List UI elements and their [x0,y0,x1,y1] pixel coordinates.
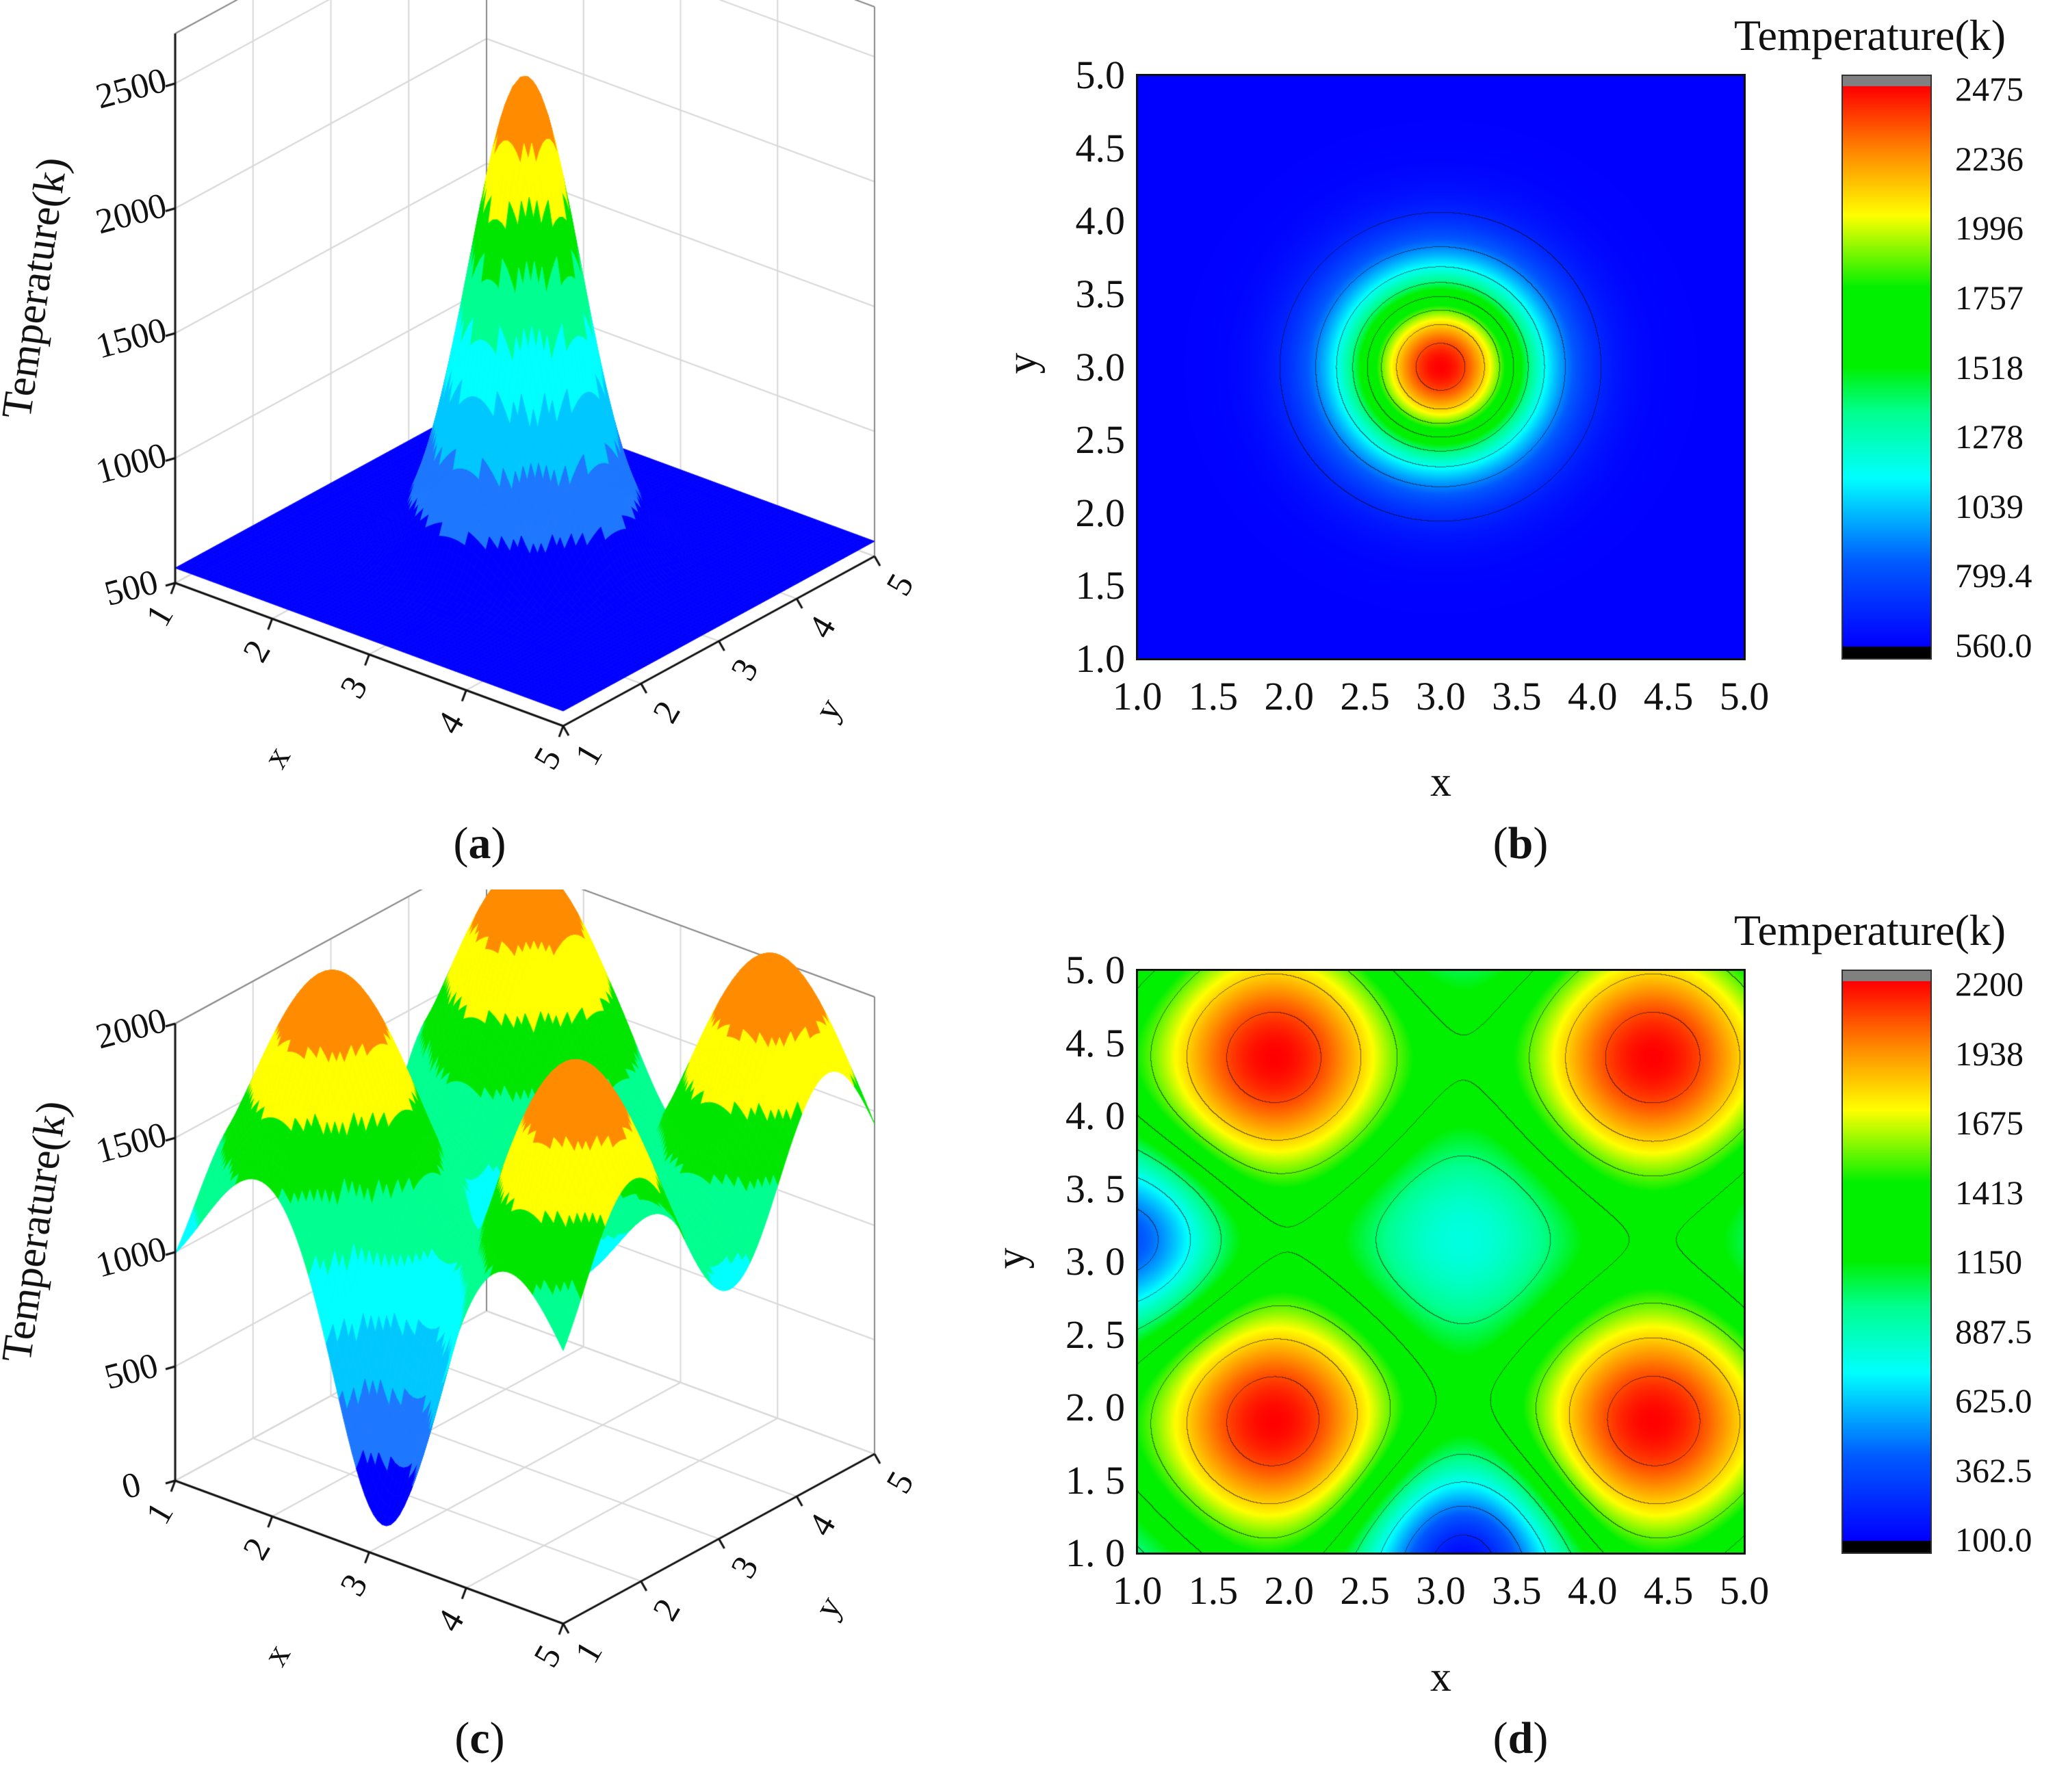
colorbar-frame-b [1841,75,1932,660]
x-tick-label: 4.5 [1643,1568,1694,1613]
x-tick-label: 5.0 [1719,1568,1770,1613]
colorbar-tick-label: 560.0 [1955,626,2032,664]
x-tick-label: 2.0 [1264,674,1315,718]
colorbar-tick-label: 1278 [1955,417,2024,456]
x-tick-label: 4.0 [1568,1568,1618,1613]
colorbar-tick-label: 2475 [1955,70,2024,108]
x-tick-label: 4.5 [1643,674,1694,718]
colorbar-tick-label: 2236 [1955,139,2024,178]
colorbar-tick-label: 1757 [1955,278,2024,317]
surface-plot-a [0,0,992,787]
caption-letter-b: b [1508,818,1534,868]
plot-frame-d [1136,969,1746,1555]
x-tick-label: 1.5 [1188,674,1239,718]
caption-b: (b) [1492,818,1549,868]
surface-plot-c [0,889,992,1676]
colorbar-tick-label: 2200 [1955,965,2024,1003]
y-axis-label-d: y [987,1247,1035,1269]
colorbar-tick-label: 1039 [1955,486,2024,525]
colorbar-tick-label: 1675 [1955,1104,2024,1142]
caption-letter-d: d [1508,1713,1534,1763]
heatmap-d [1137,970,1744,1553]
x-tick-label: 2.5 [1340,1568,1390,1613]
x-axis-label-d: x [1430,1654,1451,1700]
colorbar-b [1842,75,1931,659]
x-tick-label: 2.5 [1340,674,1390,718]
heatmap-b [1137,75,1744,659]
x-tick-label: 1.5 [1188,1568,1239,1613]
y-tick-label: 2.0 [1075,490,1126,535]
colorbar-tick-label: 100.0 [1955,1520,2032,1559]
caption-c: (c) [454,1713,505,1763]
colorbar-tick-label: 625.0 [1955,1381,2032,1420]
x-axis-label-b: x [1430,759,1451,805]
colorbar-tick-label: 1996 [1955,209,2024,248]
x-tick-label: 3.0 [1416,674,1466,718]
y-axis-label-b: y [998,352,1046,374]
y-tick-label: 2. 5 [1065,1312,1125,1357]
y-tick-label: 1.5 [1075,563,1126,608]
colorbar-title-d: Temperature(k) [1734,906,2006,955]
y-tick-label: 1. 0 [1065,1531,1125,1575]
y-tick-label: 1.0 [1075,636,1126,681]
y-tick-label: 3. 0 [1065,1239,1125,1284]
colorbar-tick-label: 1518 [1955,348,2024,387]
y-tick-label: 4.0 [1075,198,1126,244]
y-tick-label: 1. 5 [1065,1457,1125,1503]
y-tick-label: 5. 0 [1065,948,1125,992]
y-tick-label: 2.5 [1075,417,1126,463]
y-tick-label: 4. 0 [1065,1093,1125,1138]
caption-a: (a) [453,818,506,868]
colorbar-tick-label: 362.5 [1955,1451,2032,1490]
y-tick-label: 4. 5 [1065,1020,1125,1065]
colorbar-tick-label: 887.5 [1955,1312,2032,1351]
x-tick-label: 5.0 [1719,674,1770,718]
x-tick-label: 3.5 [1492,674,1542,718]
colorbar-tick-label: 799.4 [1955,556,2032,595]
colorbar-title-b: Temperature(k) [1734,11,2006,60]
x-tick-label: 1.0 [1112,1568,1163,1613]
colorbar-tick-label: 1938 [1955,1034,2024,1073]
y-tick-label: 3.0 [1075,344,1126,389]
colorbar-frame-d [1841,970,1932,1554]
x-tick-label: 3.5 [1492,1568,1542,1613]
y-tick-label: 5.0 [1075,53,1126,97]
x-tick-label: 2.0 [1264,1568,1315,1613]
colorbar-d [1842,970,1931,1553]
caption-letter-a: a [468,818,491,868]
x-tick-label: 3.0 [1416,1568,1466,1613]
x-tick-label: 4.0 [1568,674,1618,718]
plot-frame-b [1136,74,1746,660]
y-tick-label: 3. 5 [1065,1166,1125,1211]
colorbar-tick-label: 1413 [1955,1173,2024,1212]
y-tick-label: 4.5 [1075,125,1126,170]
x-tick-label: 1.0 [1112,674,1163,718]
caption-d: (d) [1492,1713,1549,1763]
y-tick-label: 2. 0 [1065,1385,1125,1429]
colorbar-tick-label: 1150 [1955,1243,2023,1281]
caption-letter-c: c [469,1713,490,1763]
y-tick-label: 3.5 [1075,271,1126,316]
